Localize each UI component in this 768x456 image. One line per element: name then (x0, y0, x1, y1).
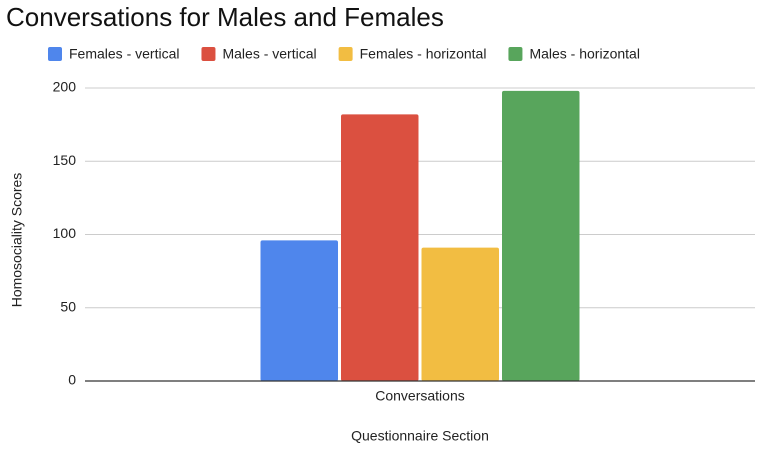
legend-label: Females - horizontal (360, 46, 487, 62)
y-tick-label: 100 (53, 225, 77, 241)
x-axis-title: Questionnaire Section (351, 428, 489, 444)
y-tick-label: 150 (53, 152, 77, 168)
legend-label: Males - horizontal (529, 46, 640, 62)
x-tick-label: Conversations (375, 388, 465, 404)
y-tick-label: 50 (60, 298, 76, 314)
bar (341, 114, 419, 382)
legend-label: Males - vertical (222, 46, 316, 62)
legend-swatch (201, 47, 216, 61)
y-axis-title: Homosociality Scores (9, 173, 25, 308)
bar (502, 90, 580, 382)
bar (260, 240, 338, 381)
legend-swatch (508, 47, 523, 61)
legend-swatch (338, 47, 353, 61)
legend-label: Females - vertical (69, 46, 179, 62)
chart-title: Conversations for Males and Females (6, 2, 444, 32)
legend-swatch (48, 47, 62, 61)
bar (421, 247, 499, 381)
y-tick-label: 0 (68, 372, 76, 388)
y-tick-label: 200 (53, 79, 77, 95)
